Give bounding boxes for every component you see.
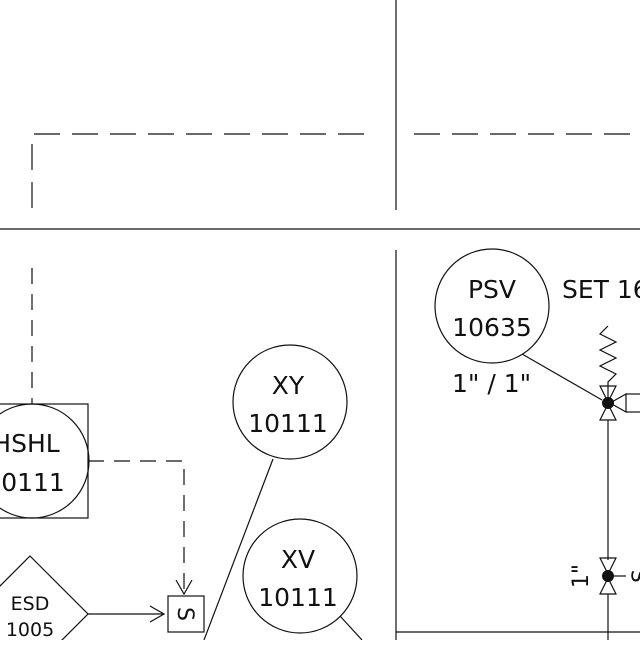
arrowhead-esd [149, 605, 166, 623]
psv-leader-line [521, 353, 603, 401]
arrowhead-hshl [175, 579, 193, 596]
xv-leader-line [339, 615, 363, 641]
xy-leader-line [203, 458, 274, 641]
xv-tag: XV [281, 545, 315, 574]
signal-line-hshl-solenoid [88, 460, 185, 592]
spring-zigzag [598, 325, 618, 402]
xv-number: 10111 [258, 583, 338, 612]
solenoid-label: S [172, 607, 197, 621]
hshl-bubble [0, 403, 90, 519]
solenoid-box[interactable]: S [167, 595, 205, 633]
relief-valve-outlet-triangle [608, 392, 627, 414]
xv-instrument[interactable]: XV 10111 [242, 518, 358, 634]
hshl-instrument[interactable]: HSHL 0111 [0, 403, 90, 519]
relief-valve-symbol[interactable] [598, 325, 640, 421]
hshl-number: 0111 [1, 468, 65, 497]
hshl-tag: HSHL [0, 429, 60, 458]
pipe-size-label: 1" [569, 564, 594, 588]
psv-instrument[interactable]: PSV 10635 [434, 248, 550, 364]
psv-set-pressure: SET 16 [562, 275, 640, 304]
esd-tag: ESD [11, 593, 50, 615]
relief-valve-dot [602, 397, 614, 409]
esd-diamond[interactable]: ESD 1005 [0, 555, 89, 645]
relief-valve-top-triangle [599, 385, 617, 404]
xv-bubble [242, 518, 358, 634]
esd-shape [0, 555, 89, 645]
hshl-frame [0, 403, 89, 519]
psv-bubble [434, 248, 550, 364]
isolation-valve-dot [602, 570, 614, 582]
psv-tag: PSV [468, 275, 516, 304]
isolation-valve-top [599, 557, 617, 576]
edge-glyph: S [629, 569, 640, 583]
solenoid-frame [167, 595, 205, 633]
esd-number: 1005 [6, 619, 54, 640]
xy-number: 10111 [248, 409, 328, 438]
xy-tag: XY [272, 371, 305, 400]
xy-bubble [232, 344, 348, 460]
xy-instrument[interactable]: XY 10111 [232, 344, 348, 460]
psv-size-label: 1" / 1" [452, 369, 531, 398]
psv-number: 10635 [452, 313, 532, 342]
signal-line-top-left [31, 133, 368, 208]
isolation-valve[interactable] [599, 557, 626, 595]
process-line-bottom [396, 631, 609, 640]
